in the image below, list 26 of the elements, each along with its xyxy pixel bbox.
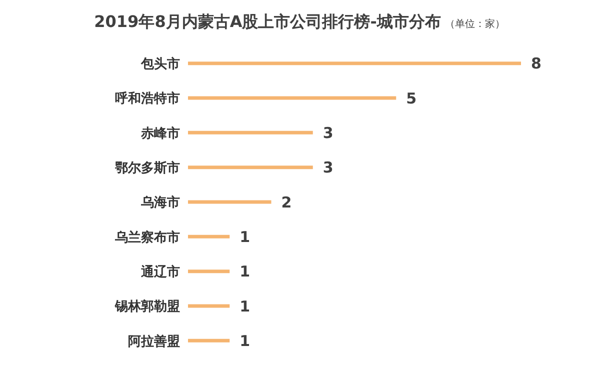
y-tick-label: 赤峰市	[140, 125, 180, 142]
chart-subtitle: （单位：家）	[444, 19, 505, 30]
y-tick-label: 阿拉善盟	[128, 333, 180, 350]
y-tick-label: 乌海市	[140, 194, 180, 211]
bar	[188, 234, 230, 238]
data-label: 3	[322, 124, 334, 142]
data-label: 1	[240, 228, 250, 246]
data-label: 3	[322, 158, 334, 177]
y-tick-label: 通辽市	[140, 264, 180, 280]
data-label: 8	[531, 54, 542, 73]
bar	[188, 130, 313, 134]
y-tick-label: 锡林郭勒盟	[114, 298, 180, 315]
y-tick-label: 包头市	[140, 56, 180, 72]
chart-title: 2019年8月内蒙古A股上市公司排行榜-城市分布	[94, 12, 441, 31]
bar	[188, 62, 521, 66]
bar	[188, 166, 313, 170]
data-label: 2	[281, 193, 292, 212]
data-label: 1	[240, 332, 250, 350]
y-tick-label: 乌兰察布市	[114, 229, 180, 246]
bar	[188, 338, 230, 342]
data-label: 5	[406, 89, 417, 108]
data-label: 1	[240, 297, 250, 316]
data-label: 1	[240, 262, 250, 281]
bar	[188, 270, 230, 274]
y-tick-label: 呼和浩特市	[115, 90, 180, 107]
y-tick-label: 鄂尔多斯市	[115, 160, 180, 176]
